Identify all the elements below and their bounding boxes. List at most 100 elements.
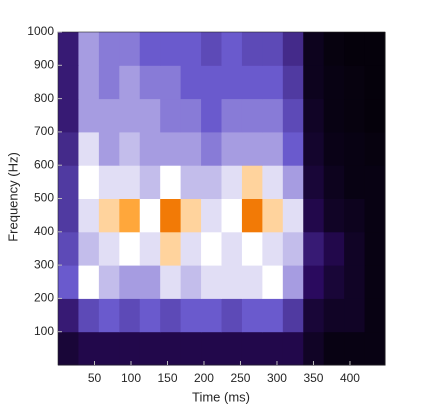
heatmap-cell bbox=[98, 32, 120, 66]
heatmap-cell bbox=[78, 198, 100, 233]
heatmap-cell bbox=[262, 165, 284, 199]
heatmap-cell bbox=[303, 131, 325, 166]
heatmap-cell bbox=[119, 298, 141, 333]
heatmap-cell bbox=[323, 231, 345, 266]
heatmap-cell bbox=[119, 65, 141, 100]
heatmap-cell bbox=[139, 298, 161, 333]
heatmap-cell bbox=[78, 231, 100, 266]
heatmap-cell bbox=[221, 165, 243, 199]
heatmap-cell bbox=[364, 298, 386, 333]
heatmap-cell bbox=[364, 198, 386, 233]
heatmap-cell bbox=[180, 231, 202, 266]
y-tick-label: 500 bbox=[34, 191, 54, 205]
heatmap-cell bbox=[262, 65, 284, 100]
heatmap-cell bbox=[98, 131, 120, 166]
heatmap-cell bbox=[180, 32, 202, 66]
heatmap-cell bbox=[201, 198, 222, 233]
heatmap-cell bbox=[241, 131, 263, 166]
heatmap-cell bbox=[98, 65, 120, 100]
y-tick-label: 800 bbox=[34, 91, 54, 105]
heatmap-cell bbox=[344, 65, 366, 100]
heatmap-cell bbox=[241, 32, 263, 66]
heatmap-cell bbox=[344, 98, 366, 133]
heatmap-cell bbox=[58, 98, 79, 133]
heatmap-cell bbox=[344, 198, 366, 233]
heatmap-cell bbox=[58, 65, 79, 100]
heatmap-cell bbox=[364, 265, 386, 299]
heatmap-cell bbox=[262, 298, 284, 333]
heatmap-cell bbox=[364, 165, 386, 199]
heatmap-cell bbox=[119, 198, 141, 233]
heatmap-cell bbox=[160, 331, 182, 366]
heatmap-cell bbox=[344, 265, 366, 299]
heatmap-cell bbox=[139, 131, 161, 166]
heatmap-cell bbox=[78, 165, 100, 199]
heatmap-cell bbox=[78, 298, 100, 333]
heatmap-cell bbox=[323, 32, 345, 66]
heatmap-cell bbox=[98, 165, 120, 199]
heatmap-cell bbox=[221, 265, 243, 299]
heatmap-cell bbox=[344, 231, 366, 266]
heatmap-cell bbox=[323, 198, 345, 233]
heatmap-cell bbox=[364, 32, 386, 66]
y-tick-label: 1000 bbox=[27, 24, 54, 38]
heatmap-cell bbox=[119, 98, 141, 133]
heatmap-cell bbox=[323, 65, 345, 100]
heatmap-cell bbox=[241, 298, 263, 333]
heatmap-cell bbox=[201, 98, 222, 133]
heatmap-cell bbox=[58, 165, 79, 199]
heatmap bbox=[58, 32, 386, 366]
x-tick-label: 150 bbox=[157, 371, 177, 385]
heatmap-cell bbox=[139, 198, 161, 233]
heatmap-cell bbox=[303, 165, 325, 199]
y-tick-label: 300 bbox=[34, 257, 54, 271]
heatmap-cell bbox=[201, 165, 222, 199]
heatmap-cell bbox=[180, 65, 202, 100]
heatmap-cell bbox=[201, 65, 222, 100]
heatmap-cell bbox=[139, 331, 161, 366]
heatmap-cell bbox=[303, 98, 325, 133]
heatmap-cell bbox=[262, 32, 284, 66]
heatmap-cell bbox=[160, 131, 182, 166]
heatmap-cell bbox=[58, 32, 79, 66]
heatmap-cell bbox=[282, 298, 304, 333]
heatmap-cell bbox=[262, 98, 284, 133]
heatmap-cell bbox=[78, 32, 100, 66]
heatmap-cell bbox=[221, 298, 243, 333]
heatmap-cell bbox=[180, 165, 202, 199]
heatmap-cell bbox=[241, 265, 263, 299]
heatmap-cell bbox=[180, 198, 202, 233]
heatmap-cell bbox=[180, 131, 202, 166]
x-tick-label: 250 bbox=[230, 371, 250, 385]
heatmap-cell bbox=[201, 131, 222, 166]
heatmap-cell bbox=[201, 265, 222, 299]
x-tick-label: 350 bbox=[303, 371, 323, 385]
heatmap-cell bbox=[364, 65, 386, 100]
heatmap-cell bbox=[119, 131, 141, 166]
heatmap-cell bbox=[282, 165, 304, 199]
x-tick-label: 400 bbox=[340, 371, 360, 385]
heatmap-cell bbox=[180, 331, 202, 366]
heatmap-cell bbox=[344, 298, 366, 333]
heatmap-cell bbox=[98, 265, 120, 299]
heatmap-cell bbox=[221, 32, 243, 66]
heatmap-cell bbox=[139, 32, 161, 66]
heatmap-cell bbox=[139, 98, 161, 133]
heatmap-cell bbox=[160, 231, 182, 266]
heatmap-cell bbox=[323, 131, 345, 166]
heatmap-cell bbox=[98, 298, 120, 333]
heatmap-cell bbox=[262, 265, 284, 299]
y-tick-label: 700 bbox=[34, 124, 54, 138]
y-tick-label: 200 bbox=[34, 291, 54, 305]
heatmap-cell bbox=[58, 198, 79, 233]
heatmap-cell bbox=[139, 231, 161, 266]
heatmap-cell bbox=[241, 331, 263, 366]
heatmap-cell bbox=[262, 198, 284, 233]
heatmap-cell bbox=[160, 165, 182, 199]
heatmap-cell bbox=[364, 331, 386, 366]
heatmap-cell bbox=[98, 331, 120, 366]
y-axis-label: Frequency (Hz) bbox=[5, 152, 20, 242]
heatmap-cell bbox=[364, 131, 386, 166]
heatmap-cell bbox=[160, 265, 182, 299]
heatmap-cell bbox=[282, 265, 304, 299]
